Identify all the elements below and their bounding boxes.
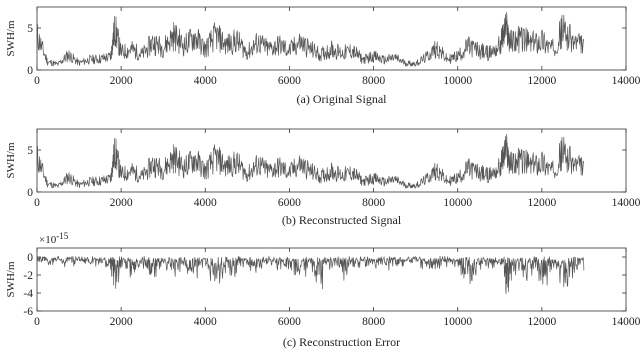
x-tick-label: 6000 [278,197,301,209]
plot-frame-1 [36,128,627,193]
y-tick-label: 0 [27,187,33,199]
x-tick-label: 4000 [194,316,217,328]
x-tick-label: 12000 [527,316,556,328]
x-tick-label: 14000 [612,75,641,87]
x-tick-label: 8000 [362,197,385,209]
y-axis-label: SWH/m [5,261,17,298]
exponent-base: ×10 [39,234,57,246]
x-tick-label: 2000 [110,75,133,87]
x-tick-label: 2000 [110,197,133,209]
series-line-2 [36,255,585,294]
x-tick-label: 4000 [194,197,217,209]
y-tick-label: 5 [27,23,33,35]
panel-caption: (a) Original Signal [297,92,388,106]
y-axis-label: SWH/m [5,142,17,179]
x-tick-label: 10000 [443,75,472,87]
x-tick-label: 8000 [362,316,385,328]
plot-frame-0 [36,6,627,71]
y-exponent-label: ×10-15 [39,231,69,246]
x-tick-label: 0 [34,197,40,209]
x-tick-label: 12000 [527,197,556,209]
series-line-1 [36,134,585,189]
y-tick-label: 0 [27,65,33,77]
x-tick-label: 2000 [110,316,133,328]
y-tick-label: 5 [27,145,33,157]
x-tick-label: 14000 [612,197,641,209]
x-tick-label: 14000 [612,316,641,328]
x-tick-label: 12000 [527,75,556,87]
plot-frame-2 [36,247,627,312]
panel-caption: (b) Reconstructed Signal [282,213,402,227]
x-tick-label: 6000 [278,75,301,87]
y-tick-label: -6 [23,306,33,318]
exponent-power: -15 [56,231,68,241]
y-axis-label: SWH/m [5,20,17,57]
x-tick-label: 6000 [278,316,301,328]
x-tick-label: 10000 [443,197,472,209]
x-tick-label: 0 [34,316,40,328]
x-tick-label: 10000 [443,316,472,328]
y-tick-label: -2 [23,270,33,282]
y-tick-label: -4 [23,288,33,300]
panel-caption: (c) Reconstruction Error [283,335,400,349]
series-line-0 [36,12,585,67]
x-tick-label: 4000 [194,75,217,87]
x-tick-label: 8000 [362,75,385,87]
y-tick-label: 0 [27,252,33,264]
x-tick-label: 0 [34,75,40,87]
